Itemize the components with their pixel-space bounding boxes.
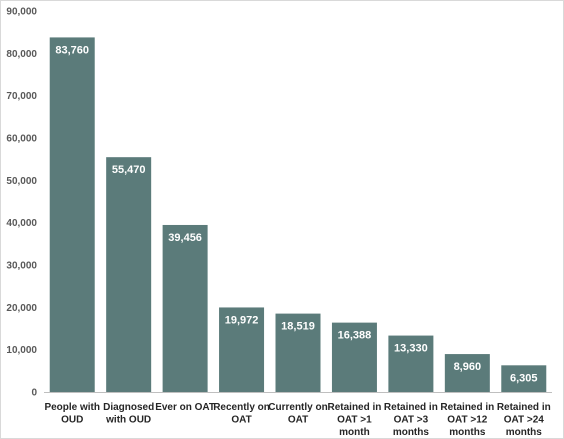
x-tick-label-line: Retained in xyxy=(497,402,551,413)
x-tick-label-line: OUD xyxy=(61,415,83,426)
x-tick-label-line: Retained in xyxy=(327,402,381,413)
y-tick-label: 70,000 xyxy=(6,91,37,102)
x-tick-label-line: OAT >24 xyxy=(504,415,545,426)
x-tick-label-line: Diagnosed xyxy=(103,402,154,413)
y-tick-label: 80,000 xyxy=(6,49,37,60)
x-tick-label-line: OAT >12 xyxy=(447,415,488,426)
x-tick-label-line: Ever on OAT xyxy=(155,402,215,413)
x-tick-label-line: month xyxy=(339,427,370,438)
x-tick-label-line: months xyxy=(506,427,543,438)
x-tick-label: Recently on OAT xyxy=(213,402,270,426)
bar xyxy=(219,307,265,392)
data-label: 55,470 xyxy=(112,164,146,176)
y-tick-label: 60,000 xyxy=(6,134,37,145)
x-tick-label: Ever on OAT xyxy=(155,402,215,413)
y-tick-label: 0 xyxy=(31,388,37,399)
x-tick-label-line: Retained in xyxy=(440,402,494,413)
x-tick-label-line: OAT >3 xyxy=(394,415,429,426)
y-tick-label: 30,000 xyxy=(6,261,37,272)
data-label: 16,388 xyxy=(338,330,372,342)
y-tick-label: 40,000 xyxy=(6,218,37,229)
y-tick-label: 90,000 xyxy=(6,7,37,18)
x-tick-label-line: months xyxy=(393,427,430,438)
data-labels: 83,760 55,470 39,456 19,972 18,519 16,388 13,3… xyxy=(55,44,537,384)
bars xyxy=(49,37,547,392)
data-label: 19,972 xyxy=(225,314,259,326)
x-tick-label: Currently on OAT xyxy=(268,402,327,426)
x-tick-label-line: OAT xyxy=(288,415,308,426)
x-tick-label-line: People with xyxy=(44,402,100,413)
x-tick-label-line: with OUD xyxy=(105,415,151,426)
data-label: 8,960 xyxy=(454,361,482,373)
x-tick-label: Retained in OAT >24 months xyxy=(497,402,551,438)
y-tick-label: 10,000 xyxy=(6,345,37,356)
data-label: 39,456 xyxy=(168,232,202,244)
bar xyxy=(162,224,208,392)
y-axis: 0 10,000 20,000 30,000 40,000 50,000 60,000 70,… xyxy=(6,7,37,399)
x-tick-label: People with OUD xyxy=(44,402,100,426)
x-tick-label: Retained in OAT >3 months xyxy=(384,402,438,438)
bar xyxy=(275,313,321,392)
x-tick-label-line: Recently on xyxy=(213,402,270,413)
x-tick-label: Diagnosed with OUD xyxy=(103,402,154,426)
data-label: 18,519 xyxy=(281,321,315,333)
bar xyxy=(106,157,152,392)
bar xyxy=(501,365,547,392)
bar xyxy=(388,335,434,392)
bar xyxy=(49,37,95,392)
x-tick-label-line: Retained in xyxy=(384,402,438,413)
data-label: 83,760 xyxy=(55,44,89,56)
x-tick-label: Retained in OAT >1 month xyxy=(327,402,381,438)
x-tick-label-line: months xyxy=(449,427,486,438)
x-tick-label-line: OAT xyxy=(231,415,251,426)
x-axis: People with OUD Diagnosed with OUD Ever on O… xyxy=(44,402,550,438)
x-tick-label-line: Currently on xyxy=(268,402,327,413)
bar xyxy=(444,354,490,392)
x-tick-label: Retained in OAT >12 months xyxy=(440,402,494,438)
x-tick-label-line: OAT >1 xyxy=(337,415,372,426)
data-label: 6,305 xyxy=(510,372,538,384)
y-tick-label: 50,000 xyxy=(6,176,37,187)
y-tick-label: 20,000 xyxy=(6,303,37,314)
data-label: 13,330 xyxy=(394,343,428,355)
bar xyxy=(331,322,377,392)
